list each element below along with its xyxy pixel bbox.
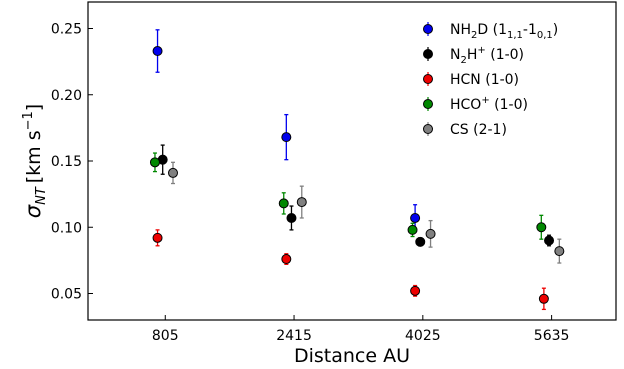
marker: [425, 228, 436, 239]
marker: [544, 235, 555, 246]
legend-text: (1-0): [486, 47, 524, 63]
legend-subscript: 1,1: [507, 30, 523, 41]
data-point: [536, 214, 547, 240]
y-axis-label-unit-exp: −1: [21, 111, 36, 130]
data-point: [281, 253, 292, 266]
data-point: [296, 185, 307, 219]
marker: [554, 246, 565, 257]
legend-subscript: 2: [460, 55, 466, 66]
x-tick-label: 4025: [405, 328, 441, 344]
data-marks: [149, 29, 565, 311]
marker: [536, 222, 547, 233]
legend-text: -1: [523, 22, 537, 38]
marker: [281, 132, 292, 143]
legend-label: HCO+ (1-0): [450, 95, 528, 113]
legend-subscript: 0,1: [537, 30, 553, 41]
legend: NH2D (11,1-10,1)N2H+ (1-0)HCN (1-0)HCO+ …: [423, 22, 558, 138]
legend-text: N: [450, 47, 460, 63]
marker: [152, 46, 163, 57]
marker: [278, 198, 289, 209]
data-point: [286, 205, 297, 231]
marker: [149, 157, 160, 168]
marker: [415, 236, 426, 247]
legend-marker: [423, 74, 433, 84]
data-point: [278, 192, 289, 215]
data-point: [425, 219, 436, 248]
legend-text: ): [553, 22, 558, 38]
legend-marker: [423, 99, 433, 109]
marker: [281, 254, 292, 265]
legend-subscript: 2: [471, 30, 477, 41]
marker: [407, 224, 418, 235]
legend-superscript: +: [477, 45, 485, 56]
legend-text: (1-0): [490, 97, 528, 113]
legend-label: CS (2-1): [450, 122, 507, 138]
data-point: [410, 284, 421, 297]
y-axis-label-sigma: σ: [21, 204, 45, 218]
x-tick-label: 805: [152, 328, 179, 344]
y-tick-label: 0.05: [51, 287, 82, 303]
legend-item: CS (2-1): [423, 122, 507, 138]
marker: [296, 197, 307, 208]
marker: [167, 167, 178, 178]
plot-area: [87, 1, 617, 321]
legend-label: HCN (1-0): [450, 72, 519, 88]
legend-text: H: [467, 47, 478, 63]
y-axis-label: σNT [km s−1]: [21, 104, 49, 218]
legend-text: D (1: [477, 22, 507, 38]
legend-text: NH: [450, 22, 471, 38]
y-axis-label-sub: NT: [34, 186, 49, 205]
data-point: [554, 238, 565, 264]
data-point: [544, 234, 555, 247]
x-axis: 805 2415 4025 5635: [152, 315, 570, 344]
data-point: [152, 29, 163, 73]
y-tick-label: 0.25: [51, 22, 82, 38]
legend-item: NH2D (11,1-10,1): [423, 22, 558, 41]
y-tick-label: 0.20: [51, 88, 82, 104]
data-point: [415, 236, 426, 247]
legend-text: HCN (1-0): [450, 72, 519, 88]
x-tick-label: 5635: [534, 328, 570, 344]
x-tick-label: 2415: [276, 328, 312, 344]
legend-marker: [423, 124, 433, 134]
marker: [152, 232, 163, 243]
marker: [410, 212, 421, 223]
data-point: [538, 287, 549, 311]
legend-label: N2H+ (1-0): [450, 45, 524, 66]
legend-item: HCO+ (1-0): [423, 95, 528, 113]
legend-text: CS (2-1): [450, 122, 507, 138]
data-point: [281, 113, 292, 161]
marker: [286, 212, 297, 223]
data-point: [152, 229, 163, 247]
marker: [410, 285, 421, 296]
data-point: [167, 161, 178, 185]
data-point: [407, 222, 418, 238]
legend-label: NH2D (11,1-10,1): [450, 22, 558, 41]
y-tick-label: 0.15: [51, 154, 82, 170]
marker: [538, 293, 549, 304]
legend-marker: [423, 49, 433, 59]
y-axis-label-unit-open: [km s: [23, 130, 45, 183]
y-axis: 0.05 0.10 0.15 0.20 0.25: [51, 22, 93, 303]
legend-superscript: +: [481, 95, 489, 106]
legend-marker: [423, 24, 433, 34]
x-axis-label: Distance AU: [294, 345, 410, 367]
legend-item: N2H+ (1-0): [423, 45, 524, 66]
legend-text: HCO: [450, 97, 481, 113]
data-point: [149, 152, 160, 173]
legend-item: HCN (1-0): [423, 72, 519, 88]
y-tick-label: 0.10: [51, 220, 82, 236]
y-axis-label-unit-close: ]: [23, 104, 45, 111]
